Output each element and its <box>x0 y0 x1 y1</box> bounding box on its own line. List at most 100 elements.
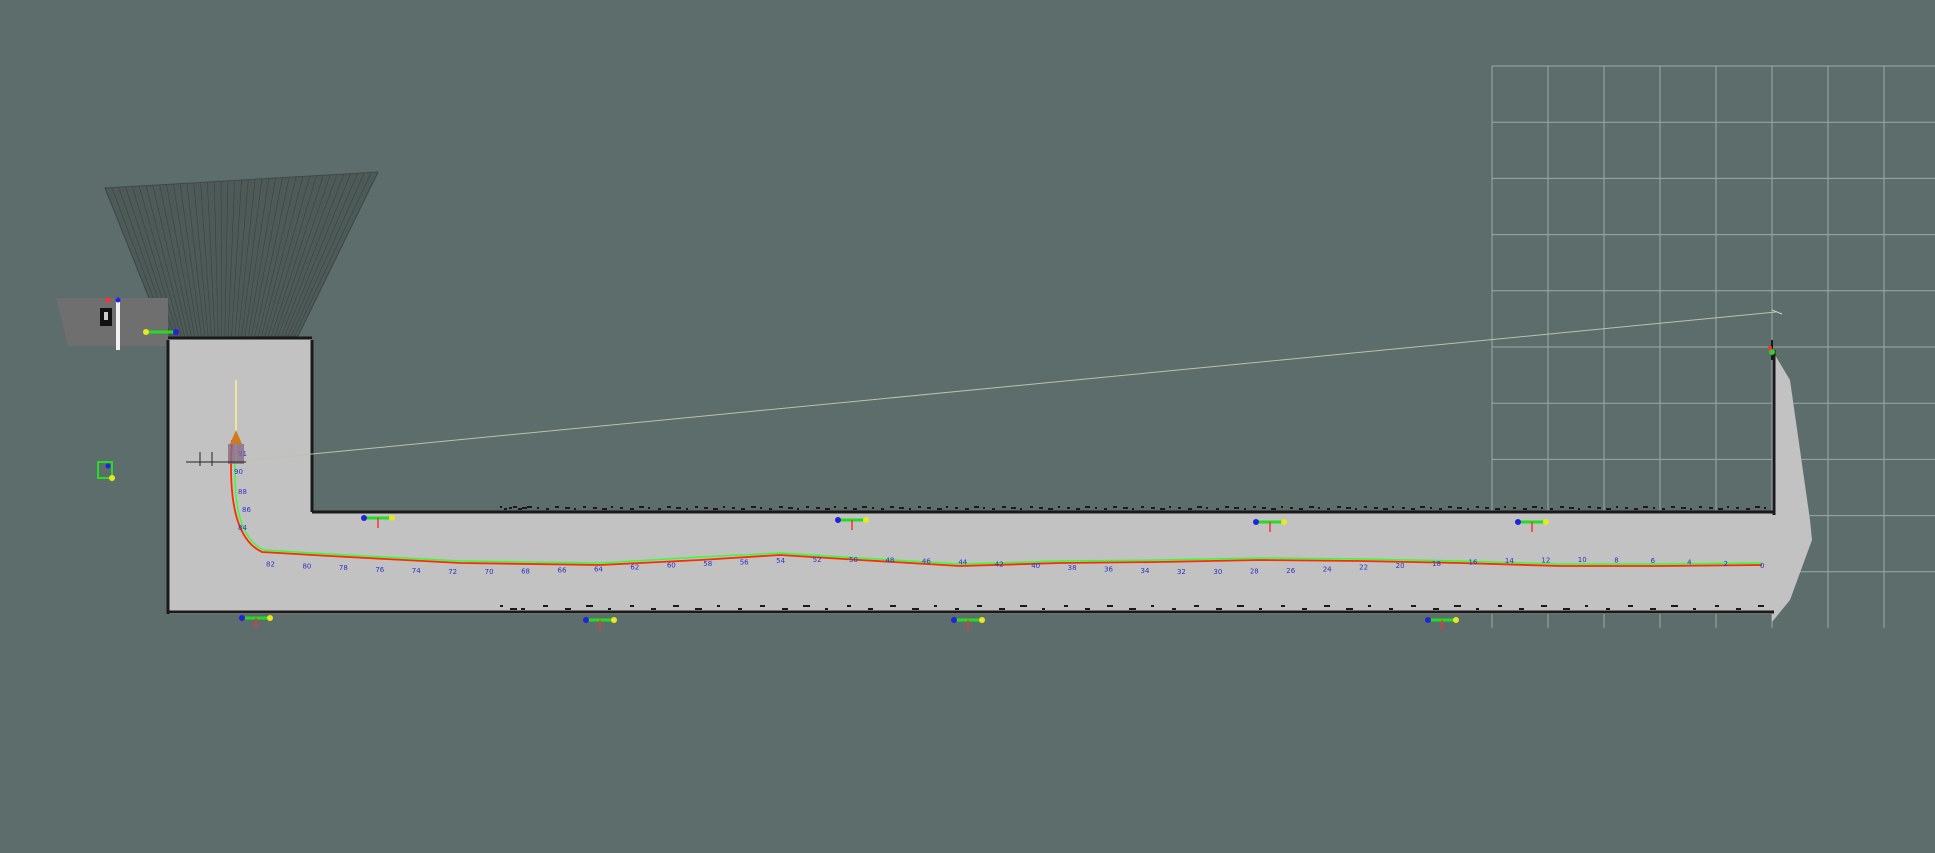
pose-label: 64 <box>594 565 603 573</box>
wall-scan-point <box>648 507 650 509</box>
wall-scan-point <box>1030 506 1033 508</box>
wall-scan-point <box>527 506 532 508</box>
wall-scan-point <box>1476 608 1479 610</box>
axis-z-dot <box>1253 519 1259 525</box>
goal-marker[interactable] <box>1768 309 1783 360</box>
wall-scan-point <box>1141 506 1144 508</box>
wall-scan-point <box>751 506 756 508</box>
axis-origin-dot <box>611 617 617 623</box>
pose-labels: 0246810121416182022242628303234363840424… <box>234 450 1764 576</box>
wall-scan-point <box>1039 507 1043 509</box>
frustum-scan-line <box>138 185 182 338</box>
wall-scan-point <box>513 506 517 508</box>
wall-scan-point <box>1262 507 1266 509</box>
wall-scan-point <box>779 506 783 508</box>
frustum-scan-line <box>159 184 192 338</box>
pose-label: 14 <box>1505 557 1514 565</box>
wall-scan-point <box>522 507 527 509</box>
wall-scan-point <box>1048 508 1053 510</box>
planned-path <box>230 439 1763 567</box>
frustum-scan-line <box>227 180 235 338</box>
robot-model[interactable] <box>186 380 246 466</box>
wall-scan-point <box>1237 605 1244 607</box>
wall-scan-point <box>1042 608 1045 610</box>
link-line <box>229 311 1777 463</box>
wall-scan-point <box>1085 608 1090 610</box>
axis-origin-dot <box>389 515 395 521</box>
axis-origin-dot <box>1281 519 1287 525</box>
axis-frame-icon <box>1425 617 1459 630</box>
wall-scan-point <box>1457 507 1462 509</box>
sensor-panel <box>56 298 168 350</box>
pose-label: 48 <box>885 556 894 564</box>
axis-z-dot <box>1425 617 1431 623</box>
frustum-scan-line <box>207 181 216 338</box>
pose-label: 60 <box>667 562 676 570</box>
wall-scan-point <box>1259 608 1262 610</box>
pose-label: 34 <box>1141 567 1150 575</box>
wall-scan-point <box>521 608 525 610</box>
pose-label: 66 <box>558 567 567 575</box>
wall-scan-point <box>1206 507 1208 509</box>
wall-scan-point <box>1597 507 1601 509</box>
axis-frame-icon <box>361 515 395 528</box>
wall-scan-point <box>1467 508 1469 510</box>
wall-scan-point <box>1197 506 1202 508</box>
wall-scan-point <box>1693 608 1696 610</box>
wall-scan-point <box>1736 608 1741 610</box>
pose-label: 0 <box>1760 562 1764 570</box>
wall-scan-point <box>1736 507 1739 509</box>
wall-scan-point <box>844 507 847 509</box>
pose-label: 72 <box>448 568 457 576</box>
wall-scan-point <box>1067 507 1070 509</box>
axis-frame-icon <box>1515 519 1549 532</box>
trajectory <box>230 439 1763 567</box>
wall-scan-point <box>1560 506 1564 508</box>
pose-label: 8 <box>1614 556 1618 564</box>
wall-scan-point <box>574 508 576 510</box>
wall-scan-point <box>630 605 634 607</box>
frustum-scan-line <box>281 173 345 337</box>
wall-scan-point <box>546 508 549 510</box>
wall-scan-point <box>1389 608 1393 610</box>
wall-scan-point <box>565 608 571 610</box>
wall-scan-point <box>955 608 959 610</box>
wall-scan-point <box>1194 605 1199 607</box>
wall-scan-point <box>500 605 503 607</box>
wall-scan-point <box>816 507 820 509</box>
frustum-scan-line <box>284 173 351 337</box>
wall-scan-point <box>1690 508 1692 510</box>
wall-scan-point <box>1671 506 1675 508</box>
wall-scan-point <box>741 508 745 510</box>
wall-scan-point <box>639 506 644 508</box>
wall-scan-point <box>1216 608 1222 610</box>
frustum-scan-line <box>166 184 196 338</box>
wall-scan-point <box>1498 605 1502 607</box>
wall-scan-point <box>1541 507 1543 509</box>
frustum-scan-line <box>251 177 283 337</box>
axis-z-dot <box>361 515 367 521</box>
wall-scan-point <box>1392 506 1394 508</box>
frustum-scan-line <box>241 178 263 337</box>
axis-origin-dot <box>979 617 985 623</box>
wall-scan-point <box>1020 605 1027 607</box>
wall-scan-point <box>1151 507 1155 509</box>
pose-label: 46 <box>922 557 931 565</box>
frustum-scan-line <box>186 183 206 338</box>
wall-scan-point <box>1123 507 1128 509</box>
wall-scan-point <box>1253 506 1256 508</box>
pose-label: 54 <box>776 557 785 565</box>
wall-scan-point <box>565 507 570 509</box>
pose-label: 30 <box>1213 568 1222 576</box>
wall-scan-point <box>1151 605 1154 607</box>
wall-scan-point <box>1532 506 1537 508</box>
pose-label: 80 <box>302 562 311 570</box>
wall-scan-point <box>899 507 904 509</box>
axis-z-dot <box>835 517 841 523</box>
wall-scan-point <box>1244 508 1246 510</box>
wall-scan-point <box>504 508 507 510</box>
wall-scan-point <box>667 506 671 508</box>
pose-label: 82 <box>266 561 275 569</box>
wall-scan-point <box>1628 605 1633 607</box>
